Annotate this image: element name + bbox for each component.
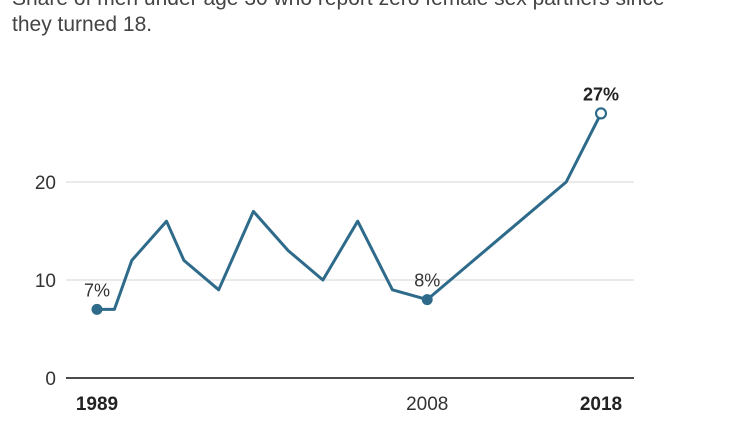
- series-line-0: [95, 111, 603, 311]
- point-marker-2008: [421, 294, 433, 306]
- y-tick-label-20: 20: [35, 173, 56, 194]
- x-tick-label-2018: 2018: [580, 394, 622, 415]
- markers-layer: [91, 107, 608, 315]
- x-tick-label-1989: 1989: [76, 394, 118, 415]
- chart-subtitle: Share of men under age 30 who report zer…: [12, 0, 665, 36]
- x-tick-label-2008: 2008: [406, 394, 448, 415]
- data-labels-layer: 7% 8% 27%: [84, 84, 619, 300]
- point-marker-1989: [91, 303, 103, 315]
- y-tick-label-0: 0: [45, 369, 56, 390]
- y-tick-label-10: 10: [35, 271, 56, 292]
- series-layer: [95, 111, 603, 311]
- data-label-1989: 7%: [84, 280, 110, 300]
- x-axis-ticks: 1989 2008 2018: [76, 394, 622, 415]
- data-label-2008: 8%: [414, 271, 440, 291]
- point-marker-2018: [594, 107, 608, 120]
- data-label-2018: 27%: [583, 84, 619, 104]
- y-axis-ticks: 0 10 20: [35, 173, 56, 390]
- gridlines: [66, 181, 634, 379]
